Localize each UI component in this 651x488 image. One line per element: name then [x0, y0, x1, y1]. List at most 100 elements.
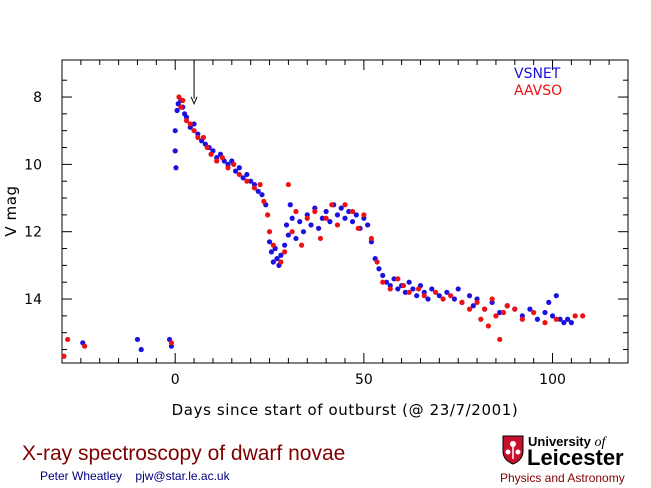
- data-point-aavso: [225, 165, 231, 171]
- data-point-vsnet: [557, 316, 563, 322]
- data-point-vsnet: [383, 279, 390, 285]
- data-point-vsnet: [402, 289, 408, 295]
- data-point-aavso: [323, 215, 329, 221]
- data-point-vsnet: [244, 171, 250, 178]
- data-point-vsnet: [172, 128, 178, 134]
- data-point-aavso: [580, 313, 586, 319]
- author-name: Peter Wheatley: [40, 469, 123, 483]
- data-point-vsnet: [470, 303, 476, 309]
- data-point-vsnet: [255, 188, 261, 194]
- data-point-vsnet: [346, 208, 352, 215]
- data-point-aavso: [368, 235, 375, 242]
- data-point-vsnet: [365, 222, 371, 228]
- logo-line-university: University of: [528, 434, 605, 451]
- data-point-vsnet: [308, 222, 314, 228]
- tick-labels: 0 50 100 8 10 12 14: [24, 90, 566, 388]
- data-point-aavso: [317, 235, 324, 242]
- data-point-aavso: [187, 121, 193, 127]
- y-tick-label: 14: [24, 292, 42, 308]
- data-point-aavso: [400, 282, 407, 289]
- data-point-vsnet: [565, 316, 571, 322]
- data-point-aavso: [231, 161, 237, 167]
- x-axis-label: Days since start of outburst (@ 23/7/200…: [172, 401, 519, 419]
- data-point-aavso: [482, 306, 488, 312]
- data-point-aavso: [478, 316, 484, 322]
- data-point-aavso: [278, 259, 284, 265]
- data-point-vsnet: [395, 286, 401, 292]
- data-point-vsnet: [349, 219, 356, 225]
- data-point-aavso: [519, 316, 525, 322]
- data-point-vsnet: [546, 299, 552, 305]
- data-point-aavso: [380, 279, 386, 285]
- data-point-vsnet: [274, 256, 280, 262]
- data-point-aavso: [299, 242, 305, 248]
- university-crest-icon: [502, 435, 524, 465]
- data-point-aavso: [485, 323, 491, 329]
- data-point-vsnet: [293, 235, 299, 242]
- data-point-aavso: [572, 313, 578, 319]
- data-point-aavso: [334, 222, 341, 228]
- data-point-vsnet: [287, 202, 293, 208]
- data-point-vsnet: [270, 259, 276, 265]
- data-point-vsnet: [259, 192, 265, 198]
- axis-ticks: [62, 60, 628, 363]
- data-point-aavso: [466, 306, 473, 312]
- data-point-aavso: [244, 178, 250, 184]
- data-point-aavso: [270, 242, 276, 248]
- data-point-vsnet: [173, 165, 179, 171]
- data-point-aavso: [312, 208, 318, 215]
- data-point-aavso: [329, 202, 335, 208]
- data-point-vsnet: [138, 346, 144, 353]
- data-point-aavso: [180, 97, 186, 103]
- data-point-aavso: [219, 155, 225, 161]
- data-point-aavso: [282, 249, 288, 255]
- data-point-aavso: [178, 104, 184, 110]
- logo-of-word: of: [594, 435, 606, 450]
- data-point-aavso: [266, 229, 273, 235]
- series-vsnet: [80, 97, 575, 353]
- data-point-aavso: [261, 198, 267, 204]
- data-point-vsnet: [240, 175, 246, 181]
- data-point-vsnet: [289, 215, 295, 221]
- data-point-vsnet: [236, 165, 242, 171]
- data-point-vsnet: [410, 286, 416, 292]
- author-line: Peter Wheatley pjw@star.le.ac.uk: [40, 469, 230, 483]
- data-point-vsnet: [549, 313, 556, 319]
- data-point-aavso: [200, 134, 207, 141]
- data-point-vsnet: [527, 306, 533, 312]
- data-point-aavso: [448, 293, 454, 299]
- data-point-vsnet: [297, 219, 303, 225]
- data-point-vsnet: [451, 296, 458, 302]
- x-tick-label: 50: [355, 372, 373, 388]
- data-point-vsnet: [466, 293, 473, 299]
- data-point-vsnet: [278, 252, 284, 258]
- x-tick-label: 0: [171, 372, 180, 388]
- data-point-aavso: [374, 259, 380, 265]
- y-tick-label: 10: [24, 157, 42, 173]
- logo-university-word: University: [528, 434, 591, 449]
- data-point-aavso: [415, 286, 422, 292]
- data-point-aavso: [553, 316, 559, 322]
- data-point-aavso: [440, 296, 446, 302]
- data-point-aavso: [257, 181, 263, 188]
- data-point-vsnet: [455, 286, 461, 292]
- data-point-vsnet: [323, 208, 329, 215]
- data-point-aavso: [489, 296, 495, 302]
- data-point-aavso: [304, 215, 310, 221]
- data-point-vsnet: [300, 229, 307, 235]
- arrow-head: [190, 96, 198, 106]
- data-point-aavso: [387, 286, 393, 292]
- data-point-vsnet: [327, 219, 333, 225]
- data-point-aavso: [191, 128, 197, 134]
- data-point-vsnet: [285, 232, 291, 238]
- university-logo: University of Leicester Physics and Astr…: [500, 434, 648, 486]
- data-point-aavso: [493, 313, 499, 319]
- data-point-vsnet: [248, 178, 254, 184]
- data-point-aavso: [265, 212, 271, 218]
- data-point-aavso: [195, 134, 201, 141]
- data-point-aavso: [474, 299, 480, 305]
- outburst-arrow: [190, 60, 198, 106]
- data-point-vsnet: [282, 242, 288, 248]
- light-curve-chart: 0 50 100 8 10 12 14 Days since start of outbur…: [2, 59, 629, 419]
